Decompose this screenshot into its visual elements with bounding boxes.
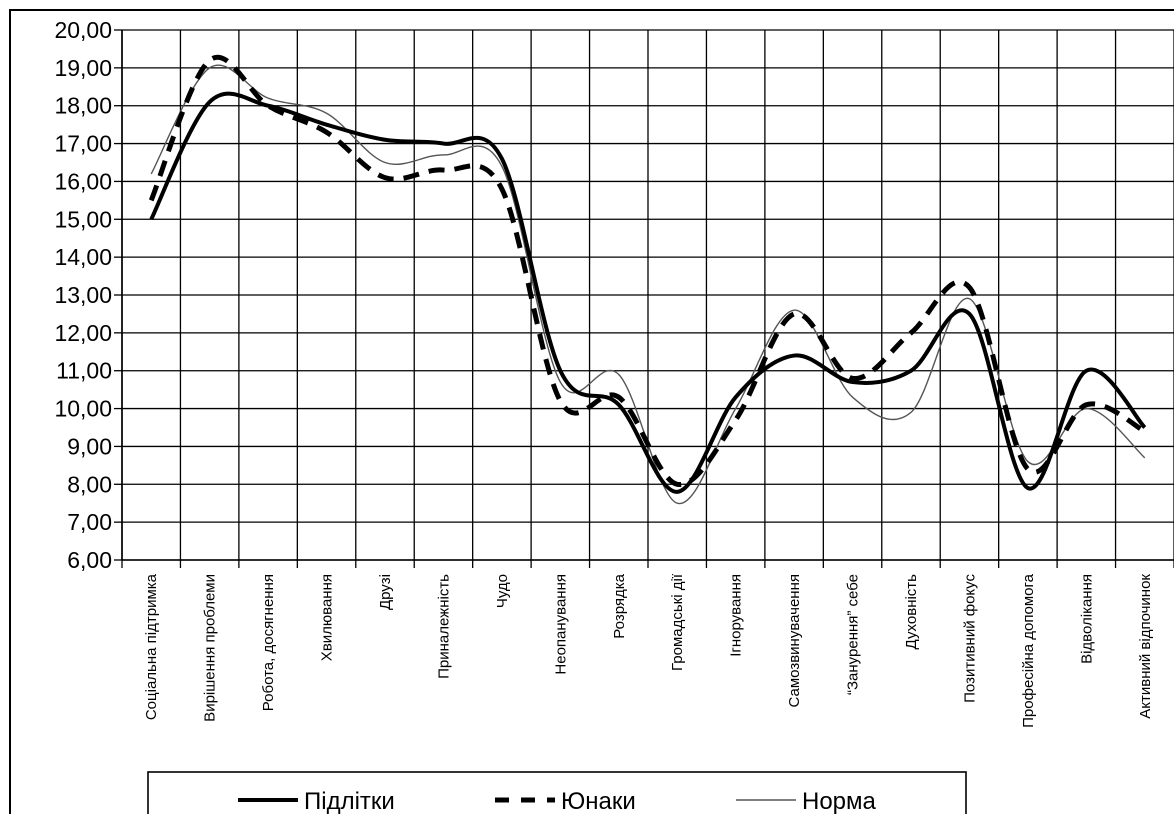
x-tick-label: Робота, досягнення xyxy=(260,574,277,711)
x-tick-label: Чудо xyxy=(494,574,511,608)
legend-box xyxy=(147,771,967,814)
x-tick-label: Професійна допомога xyxy=(1020,573,1037,728)
x-tick-label: Приналежність xyxy=(435,574,452,679)
x-tick-label: Ігнорування xyxy=(728,574,745,657)
y-tick-label: 14,00 xyxy=(54,244,112,270)
y-axis: 6,00 7,00 8,00 9,00 10,00 11,00 12,00 13,00 14,0… xyxy=(54,17,123,573)
x-tick-label: Духовність xyxy=(903,574,920,650)
x-axis: Соціальна підтримка Вирішення проблеми Роб… xyxy=(121,559,1174,728)
x-tick-label: Соціальна підтримка xyxy=(143,573,160,720)
y-tick-label: 10,00 xyxy=(54,396,112,422)
series-line-підлітки xyxy=(149,91,1147,494)
series-lines xyxy=(148,55,1147,504)
y-tick-label: 19,00 xyxy=(54,55,112,81)
chart-frame xyxy=(9,9,1174,814)
x-tick-label: Відволікання xyxy=(1078,574,1095,664)
y-tick-label: 12,00 xyxy=(54,320,112,346)
legend-label: Норма xyxy=(802,788,877,814)
legend: Підлітки Юнаки Норма xyxy=(147,771,967,814)
y-tick-label: 20,00 xyxy=(54,17,112,43)
x-tick-label: Самозвинувачення xyxy=(786,574,803,708)
y-tick-label: 8,00 xyxy=(67,471,112,497)
y-tick-label: 16,00 xyxy=(54,168,112,194)
x-tick-label: Хвилювання xyxy=(319,574,336,661)
x-tick-label: Розрядка xyxy=(611,573,628,638)
y-tick-label: 15,00 xyxy=(54,206,112,232)
grid xyxy=(9,9,1174,814)
y-tick-label: 17,00 xyxy=(54,131,112,157)
x-tick-label: Друзі xyxy=(377,574,394,610)
x-tick-label: Активний відпочинок xyxy=(1137,574,1154,719)
x-tick-label: Громадські дії xyxy=(669,573,686,671)
x-tick-label: Неопанування xyxy=(552,574,569,675)
legend-label: Юнаки xyxy=(561,788,636,814)
series-line-юнаки xyxy=(148,55,1147,487)
y-tick-label: 6,00 xyxy=(67,547,112,573)
x-tick-label: Позитивний фокус xyxy=(961,574,978,703)
legend-label: Підлітки xyxy=(304,788,395,814)
y-tick-label: 7,00 xyxy=(67,509,112,535)
y-tick-label: 9,00 xyxy=(67,433,112,459)
x-tick-label: Вирішення проблеми xyxy=(202,574,219,722)
y-tick-label: 13,00 xyxy=(54,282,112,308)
y-tick-label: 18,00 xyxy=(54,93,112,119)
y-tick-label: 11,00 xyxy=(56,358,112,384)
x-tick-label: “Занурення” себе xyxy=(845,574,862,695)
